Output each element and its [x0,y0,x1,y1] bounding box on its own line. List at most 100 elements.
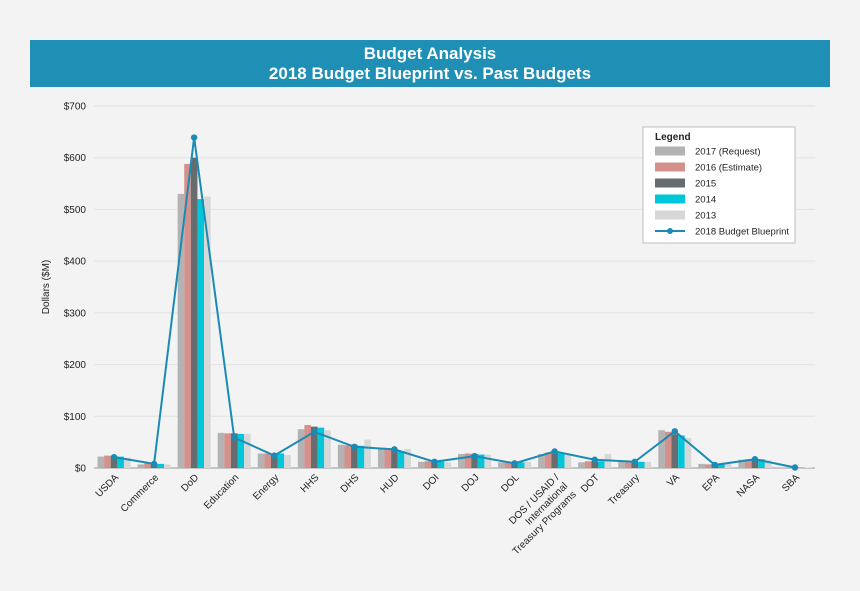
bar-hhs-1 [304,425,312,468]
x-tick-label: DHS [339,472,362,495]
x-tick-label: DOI [421,472,441,492]
bar-dol-0 [498,462,505,468]
x-tick-label-line: VA [665,472,682,489]
blueprint-point [671,428,679,435]
chart-title: Budget Analysis [363,44,497,63]
bar-epa-0 [698,463,705,468]
bars [97,157,812,469]
bar-hud-1 [384,449,392,468]
blueprint-point [471,452,478,460]
bar-doi-1 [424,461,432,468]
bar-dot-2 [591,461,598,468]
x-tick-label-line: Energy [251,472,281,502]
bar-dos-2 [551,453,558,468]
bar-hud-3 [397,450,405,468]
y-tick-label: $100 [64,412,87,423]
bar-energy-4 [284,455,291,468]
x-tick-label-line: HHS [299,472,322,495]
bar-dhs-1 [344,445,352,468]
blueprint-line [113,137,796,469]
bar-hud-4 [404,448,411,468]
y-tick-label: $400 [64,257,87,268]
blueprint-point [791,464,799,471]
chart-title-band: Budget Analysis 2018 Budget Blueprint vs… [30,40,830,87]
blueprint-point [311,428,318,435]
x-tick-label: DoD [179,472,201,494]
y-tick-label: $0 [75,464,87,475]
x-tick-label: HUD [378,472,401,495]
bar-dos-0 [538,454,545,468]
bar-va-1 [664,431,672,468]
x-tick-label: DOJ [460,472,482,494]
bar-treasury-1 [624,461,632,468]
bar-energy-3 [277,453,285,468]
y-axis-label: Dollars ($M) [41,260,52,314]
bar-commerce-3 [157,463,164,468]
bar-commerce-4 [163,464,171,468]
bar-doj-2 [471,454,478,468]
bar-dod-3 [197,199,205,469]
legend-swatch [655,178,685,188]
blueprint-point [551,448,558,455]
x-tick-label-line: DoD [179,472,201,494]
bar-usda-0 [97,456,105,468]
bar-treasury-3 [638,461,645,468]
legend-label: 2018 Budget Blueprint [695,227,789,238]
x-tick-label-line: Treasury [606,472,641,507]
bar-doj-4 [484,454,492,468]
bar-epa-1 [704,464,712,468]
x-tick-label-line: HUD [378,472,401,495]
x-tick-label: Commerce [119,472,162,515]
bar-education-3 [237,433,245,468]
legend-swatch [655,146,685,156]
bar-dos-4 [564,455,572,468]
blueprint-point [631,458,638,465]
bar-nasa-3 [758,459,765,468]
legend-label: 2015 [695,179,716,190]
bar-dos-1 [544,452,552,468]
x-tick-label: Energy [251,472,281,502]
bar-nasa-1 [745,459,752,468]
bar-va-3 [678,435,685,468]
x-tick-label-line: EPA [701,472,723,494]
chart-subtitle: 2018 Budget Blueprint vs. Past Budgets [268,64,592,83]
blueprint-point [190,134,198,141]
blueprint-point [591,456,598,463]
y-tick-label: $600 [64,153,87,164]
blueprint-point [431,458,438,465]
bar-treasury-0 [618,461,625,468]
y-tick-label: $500 [64,205,87,216]
bar-dhs-2 [351,444,358,468]
x-tick-label: DOT [579,472,602,495]
bar-epa-4 [724,463,732,468]
bar-dot-3 [597,461,605,468]
bar-nasa-4 [764,460,772,468]
bar-education-0 [217,432,225,468]
blueprint-point [110,453,118,461]
x-tick-label: SBA [780,472,802,494]
blueprint-point [230,434,238,441]
legend-marker [667,228,673,234]
legend-label: 2014 [695,195,716,206]
bar-dod-2 [190,157,198,468]
legend-label: 2017 (Request) [695,147,760,158]
bar-doi-3 [437,461,445,468]
bar-doi-4 [444,462,451,468]
bar-hud-2 [391,449,398,468]
bar-dot-1 [584,461,592,468]
x-tick-label: Education [202,472,241,511]
x-tick-label-line: Commerce [119,472,162,515]
bar-sba-1 [785,467,792,468]
x-tick-label: USDA [94,472,122,500]
legend: Legend 2017 (Request) 2016 (Estimate) 2015 2… [642,126,796,244]
legend-swatch [655,162,685,172]
x-tick-label-line: Education [202,472,241,511]
x-tick-label: VA [665,472,682,489]
x-tick-label-line: USDA [94,472,122,500]
bar-hud-0 [377,448,385,468]
x-tick-label-line: NASA [735,472,762,499]
bar-dol-4 [524,461,532,468]
legend-label: 2013 [695,211,716,222]
bar-sba-3 [798,467,805,468]
